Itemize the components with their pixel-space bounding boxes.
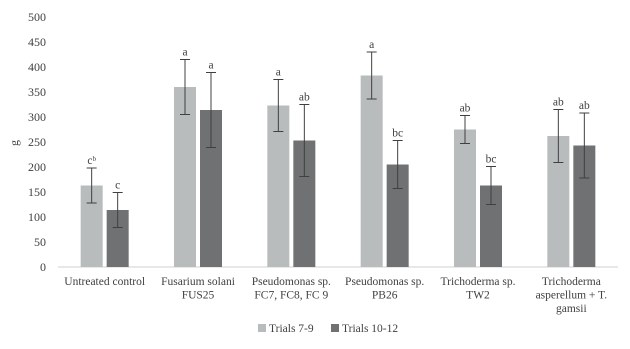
significance-label: c <box>115 180 120 192</box>
x-category-label-line: gamsii <box>556 303 587 315</box>
y-tick-label: 300 <box>28 110 46 124</box>
x-category-label-line: TW2 <box>466 290 490 302</box>
significance-label: a <box>208 60 213 72</box>
bars: cᵇ c a a a ab a bc ab bc ab ab <box>80 39 596 267</box>
y-tick-label: 500 <box>28 10 46 24</box>
bar <box>573 145 596 267</box>
bar <box>293 140 316 267</box>
significance-label: bc <box>486 154 497 166</box>
y-tick-label: 450 <box>28 35 46 49</box>
x-category-label-line: FC7, FC8, FC 9 <box>254 290 328 302</box>
bar <box>386 164 409 267</box>
bar <box>454 129 476 267</box>
x-category-label: Untreated control <box>64 276 145 288</box>
legend: Trials 7-9 Trials 10-12 <box>258 323 398 335</box>
y-tick-label: 200 <box>28 160 46 174</box>
bar <box>360 75 383 267</box>
significance-label: ab <box>553 97 564 109</box>
x-category-label-line: Fusarium solani <box>161 276 235 288</box>
x-category-label: Trichoderma asperellum + T. gamsii <box>536 276 608 315</box>
x-category-label: Pseudomonas sp. FC7, FC8, FC 9 <box>252 276 331 302</box>
x-category-label-line: Pseudomonas sp. <box>252 276 331 288</box>
legend-swatch <box>331 324 339 332</box>
y-tick-label: 0 <box>40 260 46 274</box>
bar <box>80 185 103 267</box>
x-category-label: Fusarium solani FUS25 <box>161 276 235 302</box>
x-category-label: Pseudomonas sp. PB26 <box>345 276 424 302</box>
x-category-label-line: FUS25 <box>182 290 215 302</box>
y-axis-label: g <box>7 140 21 146</box>
significance-label: a <box>369 39 374 51</box>
x-category-label-line: PB26 <box>372 290 398 302</box>
x-category-label-line: Trichoderma sp. <box>441 276 516 288</box>
y-tick-label: 50 <box>34 235 46 249</box>
y-tick-label: 250 <box>28 135 46 149</box>
significance-label: a <box>182 47 187 59</box>
significance-label: bc <box>392 128 403 140</box>
significance-label: cᵇ <box>87 155 96 167</box>
y-tick-label: 400 <box>28 60 46 74</box>
bar <box>480 185 502 267</box>
bar <box>267 105 290 267</box>
significance-label: ab <box>460 103 471 115</box>
legend-swatch <box>258 324 266 332</box>
bar <box>200 110 222 267</box>
y-tick-label: 100 <box>28 210 46 224</box>
x-category-label-line: Pseudomonas sp. <box>345 276 424 288</box>
bar <box>174 87 196 267</box>
x-category-label-line: Trichoderma <box>542 276 601 288</box>
significance-label: a <box>276 67 281 79</box>
significance-label: ab <box>299 92 310 104</box>
significance-label: ab <box>579 100 590 112</box>
x-category-label: Trichoderma sp. TW2 <box>441 276 516 302</box>
legend-label: Trials 7-9 <box>269 323 314 335</box>
bar <box>106 210 129 267</box>
x-category-label-line: asperellum + T. <box>536 290 608 302</box>
legend-label: Trials 10-12 <box>342 323 398 335</box>
x-category-label-line: Untreated control <box>64 276 145 288</box>
y-tick-label: 350 <box>28 85 46 99</box>
axes: 0 50 100 150 200 250 300 350 400 450 500 Untreated … <box>28 10 618 315</box>
bar <box>547 136 570 267</box>
y-tick-label: 150 <box>28 185 46 199</box>
